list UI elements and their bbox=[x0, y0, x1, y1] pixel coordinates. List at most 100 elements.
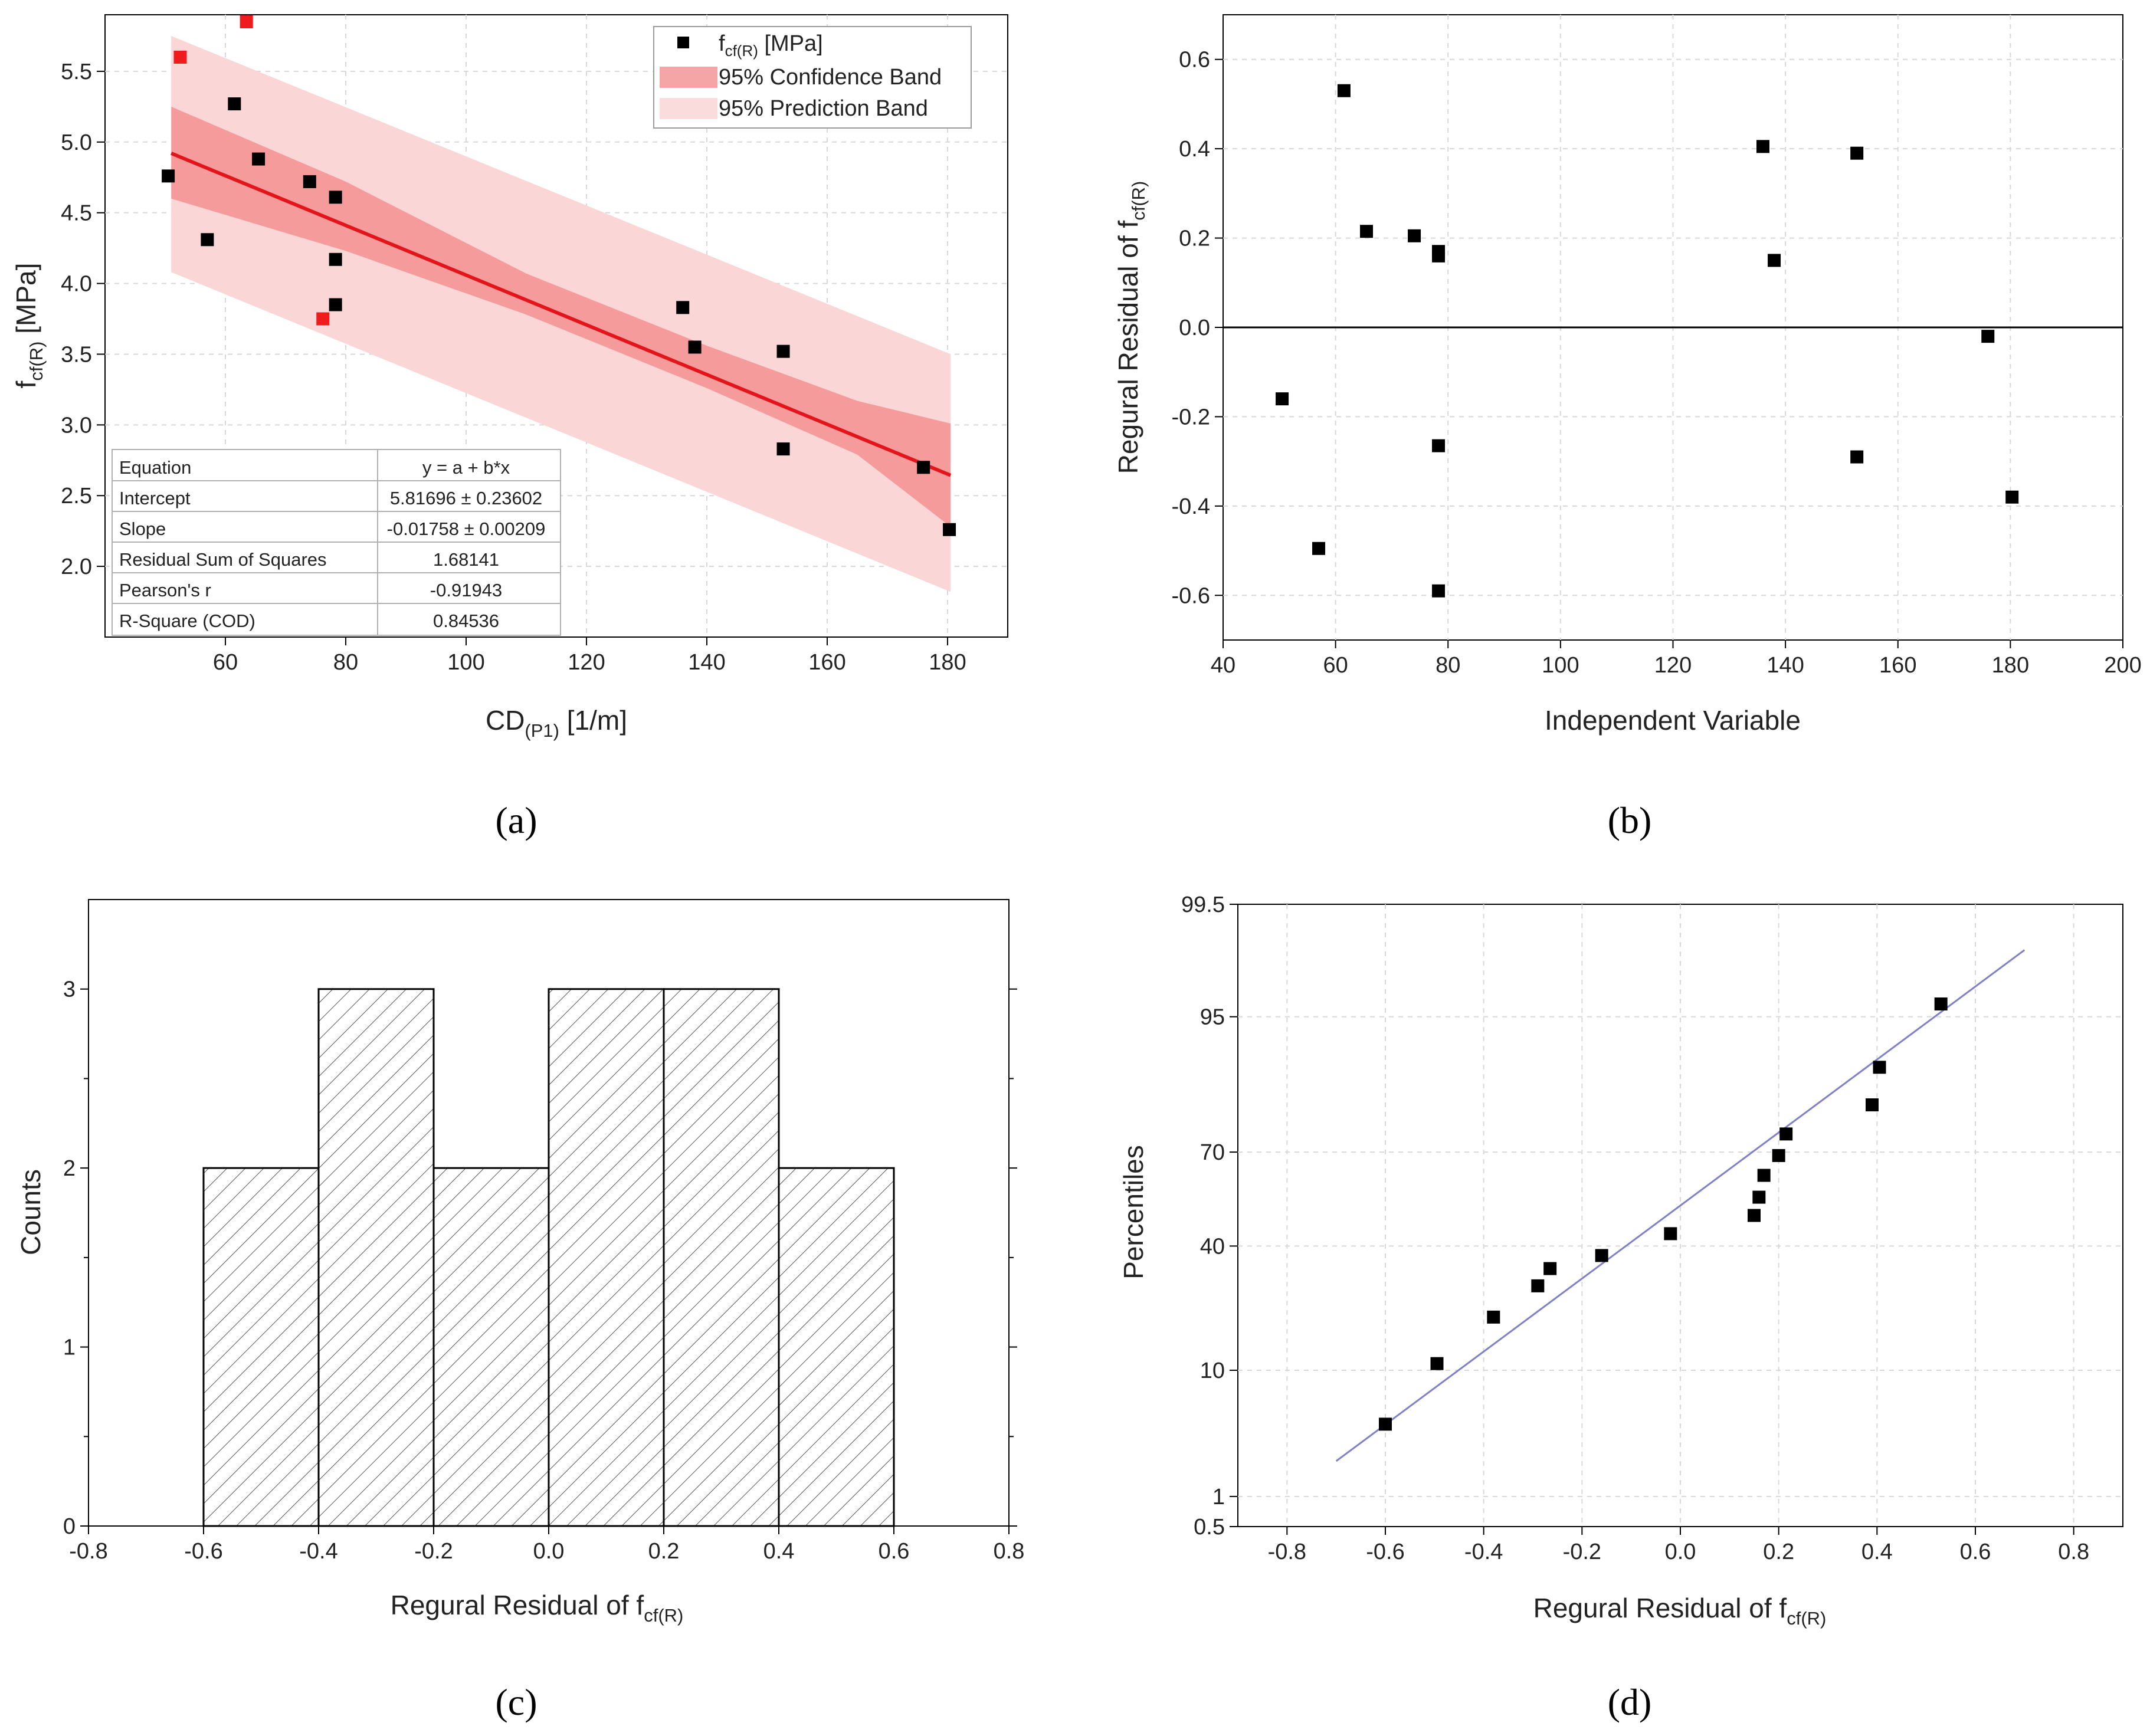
x-tick-label: 0.0 bbox=[1665, 1540, 1696, 1564]
y-tick-label: 70 bbox=[1200, 1140, 1225, 1165]
y-tick-label: 0 bbox=[63, 1514, 76, 1539]
stats-value-intercept: 5.81696 ± 0.23602 bbox=[390, 488, 542, 508]
x-tick-label: -0.8 bbox=[69, 1539, 107, 1564]
panel-b-y-ticks: -0.6 -0.4 -0.2 0.0 0.2 0.4 0.6 bbox=[1172, 48, 1223, 608]
data-point bbox=[1379, 1417, 1392, 1431]
panel-d-grid bbox=[1238, 904, 2123, 1527]
normal-reference-line bbox=[1335, 949, 2026, 1462]
stats-value-slope: -0.01758 ± 0.00209 bbox=[387, 518, 546, 539]
panel-c-x-ticks: -0.8 -0.6 -0.4 -0.2 0.0 0.2 0.4 0.6 0.8 bbox=[69, 1526, 1024, 1564]
y-tick-label: 1 bbox=[63, 1335, 76, 1360]
data-point bbox=[1757, 1169, 1771, 1182]
data-point bbox=[316, 312, 330, 326]
y-tick-label: 3 bbox=[63, 977, 76, 1002]
histogram-bar bbox=[317, 988, 435, 1527]
y-tick-label: 0.6 bbox=[1179, 48, 1210, 73]
data-point bbox=[688, 340, 702, 354]
data-point bbox=[1752, 1190, 1766, 1204]
stats-label-equation: Equation bbox=[119, 457, 191, 478]
data-point bbox=[1487, 1310, 1500, 1324]
y-tick-label: 4.5 bbox=[61, 201, 92, 226]
y-tick-label: 2.5 bbox=[61, 484, 92, 508]
histogram-bar bbox=[663, 988, 780, 1527]
data-point bbox=[1408, 229, 1421, 242]
panel-a-caption: (a) bbox=[495, 799, 537, 841]
panel-d-points bbox=[1379, 997, 1948, 1431]
panel-c-y-ticks: 0 1 2 3 bbox=[63, 977, 1017, 1539]
y-tick-label: 0.0 bbox=[1179, 316, 1210, 340]
data-point bbox=[1430, 1357, 1444, 1370]
panel-d-caption: (d) bbox=[1608, 1681, 1652, 1723]
y-tick-label: 4.0 bbox=[61, 272, 92, 297]
panel-a-points bbox=[162, 15, 956, 536]
data-point bbox=[303, 175, 316, 188]
data-point bbox=[173, 50, 187, 64]
data-point bbox=[1337, 84, 1351, 97]
data-point bbox=[1748, 1209, 1761, 1222]
y-tick-label: 0.2 bbox=[1179, 227, 1210, 251]
x-tick-label: 160 bbox=[808, 650, 845, 675]
y-tick-label: 40 bbox=[1200, 1234, 1225, 1259]
panel-d-x-axis-label: Regural Residual of fcf(R) bbox=[1533, 1593, 1827, 1629]
panel-b-y-axis-label: Regural Residual of fcf(R) bbox=[1113, 181, 1149, 474]
panel-c-x-axis-label: Regural Residual of fcf(R) bbox=[391, 1590, 684, 1626]
x-tick-label: -0.6 bbox=[184, 1539, 222, 1564]
y-tick-label: 0.5 bbox=[1194, 1515, 1225, 1540]
x-tick-label: 0.8 bbox=[994, 1539, 1025, 1564]
y-tick-label: 10 bbox=[1200, 1358, 1225, 1383]
stats-value-pearson: -0.91943 bbox=[430, 580, 502, 600]
x-tick-label: 60 bbox=[213, 650, 238, 675]
data-point bbox=[676, 301, 690, 314]
stats-table: Equation y = a + b*x Intercept 5.81696 ±… bbox=[112, 449, 561, 636]
y-tick-label: -0.4 bbox=[1172, 494, 1210, 519]
x-tick-label: -0.8 bbox=[1268, 1540, 1306, 1564]
x-tick-label: -0.4 bbox=[1464, 1540, 1503, 1564]
histogram-bar bbox=[778, 1167, 895, 1527]
legend-swatch-prediction bbox=[660, 98, 717, 119]
data-point bbox=[252, 152, 266, 166]
x-tick-label: 120 bbox=[568, 650, 605, 675]
stats-label-rss: Residual Sum of Squares bbox=[119, 549, 327, 570]
x-tick-label: -0.2 bbox=[414, 1539, 453, 1564]
y-tick-label: 2 bbox=[63, 1156, 76, 1181]
x-tick-label: 120 bbox=[1654, 653, 1692, 678]
data-point bbox=[776, 344, 790, 358]
x-tick-label: 0.6 bbox=[1960, 1540, 1991, 1564]
data-point bbox=[1432, 439, 1446, 452]
panel-d-x-ticks: -0.8 -0.6 -0.4 -0.2 0.0 0.2 0.4 0.6 0.8 bbox=[1268, 1527, 2089, 1564]
panel-c-caption: (c) bbox=[495, 1681, 537, 1723]
data-point bbox=[1432, 584, 1446, 598]
y-tick-label: 5.5 bbox=[61, 60, 92, 84]
data-point bbox=[329, 191, 342, 204]
x-tick-label: 0.2 bbox=[648, 1539, 680, 1564]
data-point bbox=[1772, 1148, 1785, 1162]
stats-label-pearson: Pearson's r bbox=[119, 580, 211, 600]
data-point bbox=[240, 15, 253, 28]
y-tick-label: 0.4 bbox=[1179, 137, 1210, 162]
data-point bbox=[1276, 392, 1289, 406]
x-tick-label: 140 bbox=[688, 650, 725, 675]
x-tick-label: 200 bbox=[2104, 653, 2141, 678]
stats-label-intercept: Intercept bbox=[119, 488, 191, 508]
x-tick-label: 180 bbox=[929, 650, 966, 675]
data-point bbox=[329, 298, 342, 311]
x-tick-label: 180 bbox=[1992, 653, 2029, 678]
data-point bbox=[1432, 249, 1446, 262]
histogram-bar bbox=[202, 1167, 320, 1527]
y-tick-label: 1 bbox=[1212, 1485, 1225, 1509]
legend-marker-data bbox=[677, 37, 689, 48]
data-point bbox=[1312, 542, 1326, 555]
fit-line bbox=[171, 152, 952, 477]
panel-b-x-axis-label: Independent Variable bbox=[1545, 705, 1801, 736]
data-point bbox=[1595, 1249, 1608, 1262]
data-point bbox=[1934, 997, 1948, 1010]
stats-value-rsquare: 0.84536 bbox=[433, 611, 499, 631]
panel-a-y-ticks: 2.0 2.5 3.0 3.5 4.0 4.5 5.0 5.5 bbox=[61, 60, 105, 579]
x-tick-label: 80 bbox=[333, 650, 358, 675]
data-point bbox=[162, 169, 175, 183]
x-tick-label: 140 bbox=[1766, 653, 1804, 678]
data-point bbox=[917, 461, 930, 474]
y-tick-label: 2.0 bbox=[61, 554, 92, 579]
data-point bbox=[1850, 450, 1864, 464]
x-tick-label: 160 bbox=[1879, 653, 1916, 678]
